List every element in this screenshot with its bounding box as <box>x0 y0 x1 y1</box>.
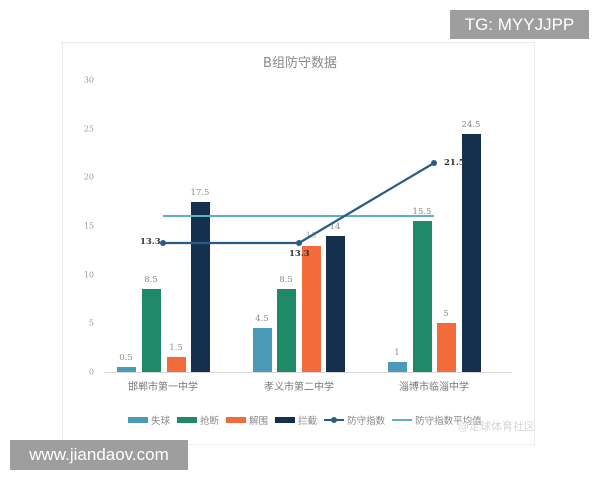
value-label: 15.5 <box>412 207 432 217</box>
legend-item-lanjie[interactable]: 拦截 <box>275 413 317 427</box>
bar-shiqiu-g2 <box>253 328 272 372</box>
chart-title: B组防守数据 <box>263 56 337 71</box>
bar-qiangduan-g1 <box>142 289 161 372</box>
legend-item-defense-index[interactable]: 防守指数 <box>324 413 385 427</box>
value-label: 0.5 <box>119 353 133 363</box>
bar-lanjie-g1 <box>191 202 210 372</box>
legend-item-shiqiu[interactable]: 失球 <box>128 413 170 427</box>
y-tick-0: 0 <box>88 367 94 377</box>
bar-jiewei-g3 <box>437 323 456 372</box>
swatch-icon <box>275 417 296 423</box>
swatch-icon <box>226 417 247 423</box>
watermark-tg: TG: MYYJJPP <box>450 10 589 39</box>
legend-item-qiangduan[interactable]: 抢断 <box>177 413 219 427</box>
y-tick-20: 20 <box>83 172 94 182</box>
bar-jiewei-g1 <box>167 357 186 372</box>
value-label: 24.5 <box>461 120 481 130</box>
line-point <box>296 240 302 246</box>
bar-lanjie-g2 <box>326 236 345 372</box>
line-point <box>160 240 166 246</box>
y-tick-15: 15 <box>83 221 94 231</box>
legend: 失球 抢断 解围 拦截 防守指数 防守指数平均值 <box>128 413 485 427</box>
y-tick-10: 10 <box>83 270 94 280</box>
line-icon <box>392 419 413 421</box>
swatch-icon <box>128 417 148 423</box>
category-label: 孝义市第二中学 <box>264 382 334 393</box>
legend-item-defense-avg[interactable]: 防守指数平均值 <box>392 413 482 427</box>
bar-shiqiu-g3 <box>388 362 407 372</box>
y-tick-25: 25 <box>83 124 94 134</box>
category-label: 邯郸市第一中学 <box>128 382 198 393</box>
bar-jiewei-g2 <box>302 246 321 372</box>
bar-shiqiu-g1 <box>117 367 136 372</box>
value-label: 1 <box>394 348 400 358</box>
faint-watermark: @足球体育社区 <box>458 420 535 433</box>
value-label: 4.5 <box>255 314 269 324</box>
avg-line <box>163 215 434 217</box>
bar-lanjie-g3 <box>462 134 481 372</box>
line-label: 13.3 <box>289 249 310 259</box>
value-label: 8.5 <box>144 275 158 285</box>
value-label: 8.5 <box>279 275 293 285</box>
line-label: 13.3 <box>140 237 161 247</box>
line-label: 21.5 <box>444 158 465 168</box>
value-label: 14 <box>329 222 341 232</box>
bar-qiangduan-g2 <box>277 289 296 372</box>
legend-item-jiewei[interactable]: 解围 <box>226 413 268 427</box>
line-marker-icon <box>324 417 345 423</box>
value-label: 1.5 <box>169 343 183 353</box>
line-point <box>431 160 437 166</box>
y-tick-30: 30 <box>83 75 94 85</box>
watermark-site: www.jiandaov.com <box>10 440 188 470</box>
category-label: 淄博市临淄中学 <box>399 382 469 393</box>
y-tick-5: 5 <box>88 318 94 328</box>
bar-qiangduan-g3 <box>413 221 432 372</box>
x-axis-line <box>104 372 512 373</box>
value-label: 17.5 <box>190 188 210 198</box>
swatch-icon <box>177 417 198 423</box>
value-label: 5 <box>443 309 449 319</box>
